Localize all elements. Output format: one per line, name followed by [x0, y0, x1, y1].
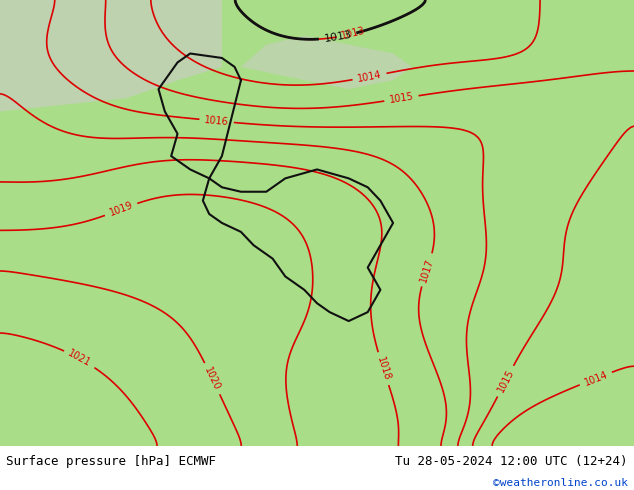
Text: 1015: 1015 — [495, 368, 515, 394]
Text: 1014: 1014 — [356, 70, 382, 84]
Text: 1019: 1019 — [108, 200, 134, 219]
Polygon shape — [0, 0, 222, 112]
Text: 1014: 1014 — [583, 369, 609, 388]
Text: 1015: 1015 — [389, 92, 415, 105]
Text: 1020: 1020 — [202, 366, 222, 392]
Text: 1016: 1016 — [204, 115, 230, 127]
Text: 1017: 1017 — [418, 257, 436, 283]
Text: 1021: 1021 — [67, 348, 93, 369]
Polygon shape — [241, 36, 412, 89]
Text: Surface pressure [hPa] ECMWF: Surface pressure [hPa] ECMWF — [6, 455, 216, 468]
Text: ©weatheronline.co.uk: ©weatheronline.co.uk — [493, 478, 628, 489]
Text: 1013: 1013 — [340, 26, 366, 41]
Text: 1013: 1013 — [323, 29, 353, 44]
Text: 1018: 1018 — [375, 355, 392, 382]
Text: Tu 28-05-2024 12:00 UTC (12+24): Tu 28-05-2024 12:00 UTC (12+24) — [395, 455, 628, 468]
